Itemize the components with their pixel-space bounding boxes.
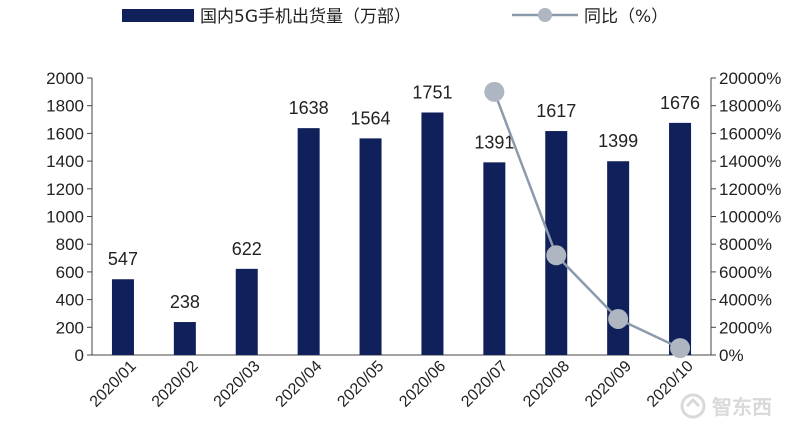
- right-axis-tick-label: 6000%: [719, 263, 772, 282]
- left-axis-tick-label: 400: [56, 291, 84, 310]
- right-axis-tick-label: 18000%: [719, 97, 781, 116]
- right-axis-tick-label: 14000%: [719, 152, 781, 171]
- bar-data-label: 238: [170, 292, 200, 312]
- right-axis-tick-label: 10000%: [719, 208, 781, 227]
- line-point: [484, 81, 505, 102]
- line-point: [608, 308, 629, 329]
- bar-data-label: 1564: [351, 108, 391, 128]
- bar-data-labels: 547 238 622 1638 1564 1751 1391 1617 1399 1676: [108, 82, 700, 312]
- x-axis-tick-label: 2020/02: [149, 358, 202, 411]
- watermark-text: 智东西: [712, 395, 772, 419]
- watermark: 智东西: [680, 393, 772, 419]
- left-axis-tick-label: 1600: [46, 124, 84, 143]
- right-axis-tick-label: 4000%: [719, 291, 772, 310]
- right-axis-tick-label: 8000%: [719, 235, 772, 254]
- left-axis-tick-label: 200: [56, 318, 84, 337]
- x-axis-tick-label: 2020/03: [211, 358, 264, 411]
- left-axis-tick-label: 1000: [46, 208, 84, 227]
- bar-data-label: 547: [108, 249, 138, 269]
- right-axis-tick-label: 20000%: [719, 69, 781, 88]
- left-axis-tick-label: 0: [75, 346, 84, 365]
- bar: [359, 138, 382, 355]
- left-axis-tick-label: 1400: [46, 152, 84, 171]
- bar-data-label: 1638: [289, 98, 329, 118]
- bar-data-label: 622: [232, 239, 262, 259]
- bar: [421, 112, 444, 355]
- bar: [235, 268, 258, 355]
- left-axis-tick-label: 1200: [46, 180, 84, 199]
- right-axis-tick-label: 2000%: [719, 318, 772, 337]
- bar-data-label: 1391: [474, 132, 514, 152]
- legend-bar-label: 国内5G手机出货量（万部）: [200, 7, 411, 27]
- bar: [669, 122, 692, 356]
- bar-series: [111, 112, 692, 356]
- bar: [545, 131, 568, 355]
- line-point: [670, 338, 691, 359]
- legend-line-label: 同比（%）: [584, 7, 668, 27]
- left-axis-tick-label: 800: [56, 235, 84, 254]
- left-axis-tick-label: 2000: [46, 69, 84, 88]
- legend-line-marker: [538, 8, 552, 22]
- bar-data-label: 1751: [412, 82, 452, 102]
- bar: [607, 161, 630, 355]
- line-series: [484, 81, 691, 359]
- right-axis-tick-label: 12000%: [719, 180, 781, 199]
- bar: [111, 279, 134, 355]
- legend-bar-swatch: [122, 9, 194, 22]
- bar-data-label: 1676: [660, 93, 700, 113]
- bar-data-label: 1617: [536, 101, 576, 121]
- x-axis-tick-label: 2020/08: [520, 358, 573, 411]
- left-axis-tick-label: 600: [56, 263, 84, 282]
- x-axis-tick-label: 2020/09: [582, 358, 635, 411]
- bar: [297, 128, 320, 355]
- x-axis-tick-label: 2020/06: [396, 358, 449, 411]
- right-axis-tick-label: 0%: [719, 346, 744, 365]
- x-axis-tick-label: 2020/04: [273, 358, 326, 411]
- right-axis-tick-label: 16000%: [719, 124, 781, 143]
- bar: [483, 162, 506, 355]
- line-point: [546, 245, 567, 266]
- bar-data-label: 1399: [598, 131, 638, 151]
- legend: 国内5G手机出货量（万部） 同比（%）: [122, 7, 668, 27]
- x-axis-tick-label: 2020/01: [87, 358, 140, 411]
- line-path: [493, 91, 681, 350]
- x-axis-tick-label: 2020/05: [334, 358, 387, 411]
- x-axis-tick-label: 2020/07: [458, 358, 511, 411]
- watermark-logo-icon: [680, 393, 706, 419]
- left-axis-tick-label: 1800: [46, 97, 84, 116]
- bar: [173, 322, 196, 355]
